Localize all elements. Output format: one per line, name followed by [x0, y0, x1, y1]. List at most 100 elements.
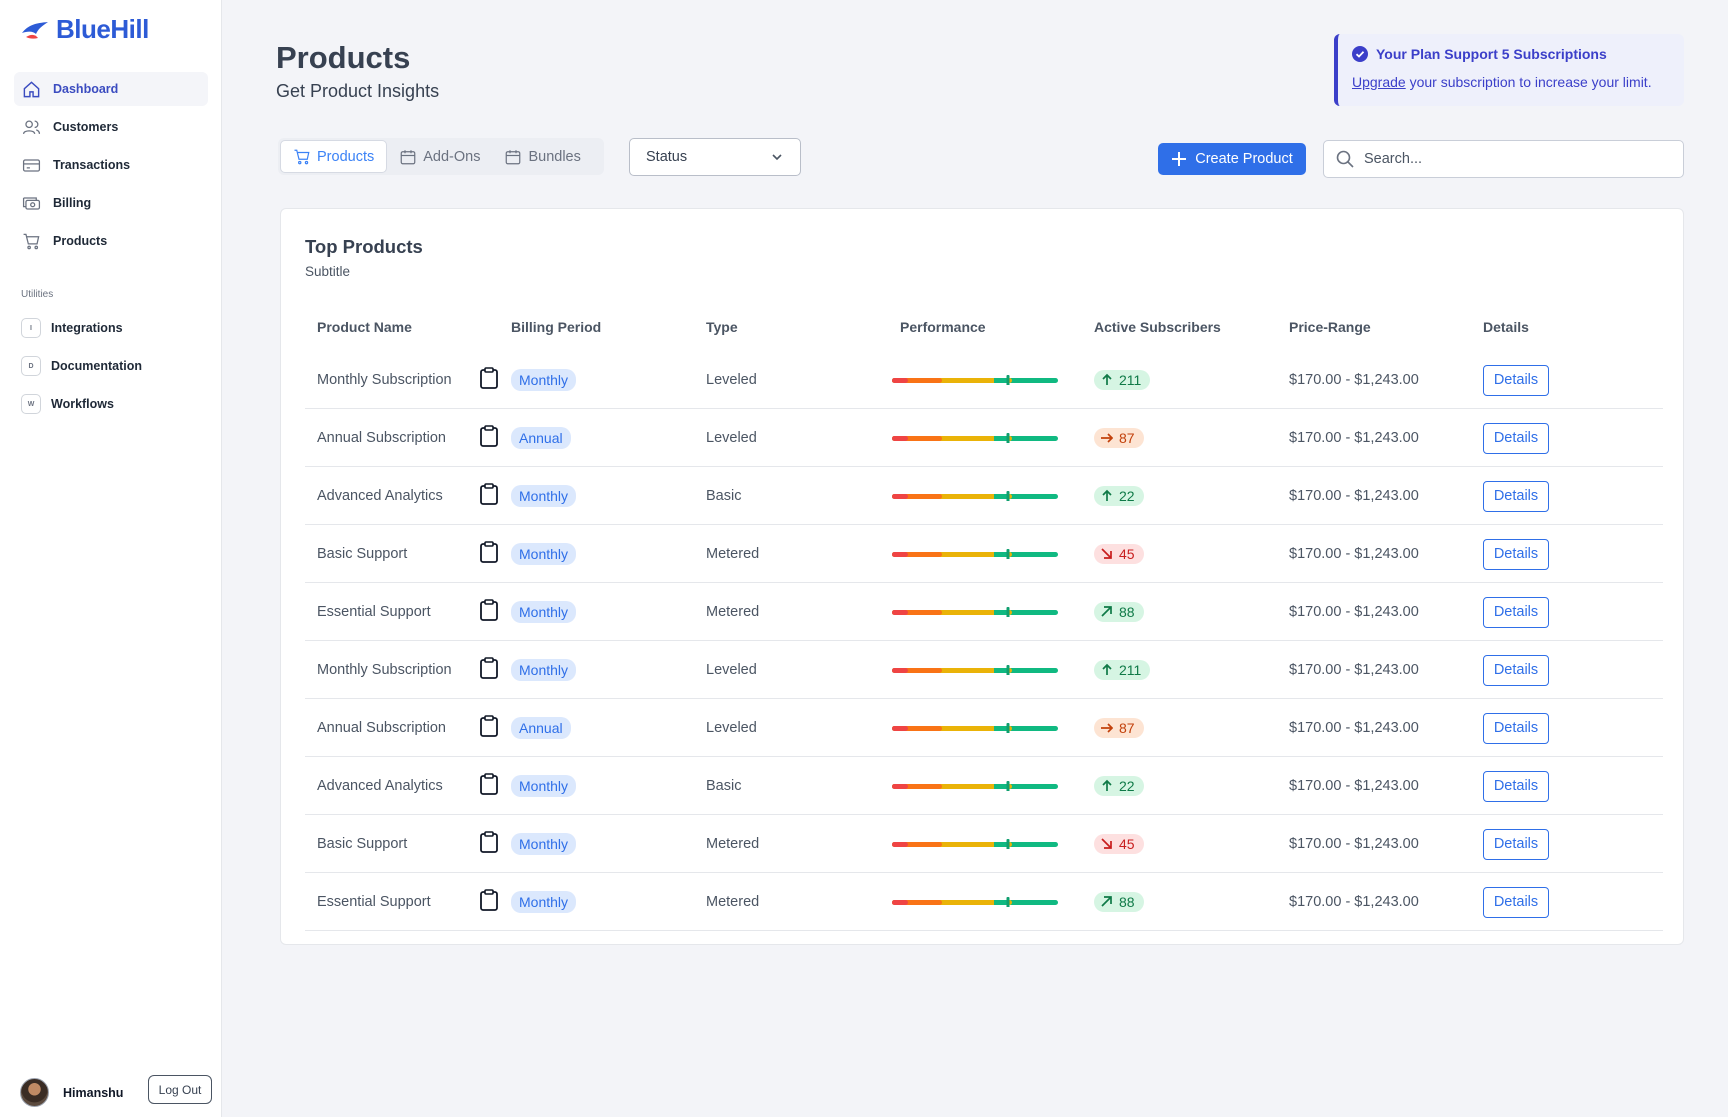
price-range-cell: $170.00 - $1,243.00	[1289, 546, 1419, 562]
subscribers-count: 45	[1119, 546, 1135, 562]
sidebar-item-workflows[interactable]: W Workflows	[14, 387, 208, 421]
subscribers-count: 87	[1119, 430, 1135, 446]
sidebar-item-transactions[interactable]: Transactions	[14, 148, 208, 182]
tab-add-ons[interactable]: Add-Ons	[387, 140, 492, 173]
billing-period-cell: Monthly	[511, 873, 577, 931]
details-button[interactable]: Details	[1483, 364, 1549, 396]
type-cell: Leveled	[706, 662, 757, 678]
page-subtitle: Get Product Insights	[276, 81, 440, 101]
details-cell: Details	[1483, 757, 1549, 815]
clipboard-icon[interactable]	[479, 599, 499, 621]
home-icon	[23, 80, 40, 97]
logout-button[interactable]: Log Out	[148, 1075, 212, 1104]
billing-period-badge: Monthly	[511, 601, 577, 623]
product-name: Annual Subscription	[317, 720, 446, 736]
subscribers-cell: 22	[1094, 757, 1144, 815]
user-profile[interactable]: Himanshu	[20, 1078, 123, 1107]
details-button[interactable]: Details	[1483, 480, 1549, 512]
sidebar-item-documentation[interactable]: D Documentation	[14, 349, 208, 383]
clipboard-icon[interactable]	[479, 715, 499, 737]
search-input[interactable]	[1364, 151, 1664, 167]
clipboard-icon[interactable]	[479, 425, 499, 447]
sidebar-item-integrations[interactable]: I Integrations	[14, 311, 208, 345]
sidebar-item-customers[interactable]: Customers	[14, 110, 208, 144]
product-name: Advanced Analytics	[317, 488, 443, 504]
details-button[interactable]: Details	[1483, 422, 1549, 454]
billing-period-cell: Monthly	[511, 757, 577, 815]
billing-period-cell: Annual	[511, 699, 571, 757]
tab-products[interactable]: Products	[280, 140, 388, 173]
details-button[interactable]: Details	[1483, 828, 1549, 860]
price-range-cell: $170.00 - $1,243.00	[1289, 604, 1419, 620]
status-select-value: Status	[646, 149, 688, 165]
details-button[interactable]: Details	[1483, 770, 1549, 802]
sidebar-item-dashboard[interactable]: Dashboard	[14, 72, 208, 106]
subscribers-count: 211	[1119, 372, 1142, 388]
tab-label: Add-Ons	[423, 148, 481, 165]
top-products-card: Top Products Subtitle Product Name Billi…	[280, 208, 1684, 945]
sidebar-item-billing[interactable]: Billing	[14, 186, 208, 220]
price-range-cell: $170.00 - $1,243.00	[1289, 430, 1419, 446]
table-row: Essential Support Monthly Metered 88 $17…	[305, 873, 1663, 931]
bird-logo-icon	[22, 21, 48, 39]
price-range-cell: $170.00 - $1,243.00	[1289, 778, 1419, 794]
clipboard-icon[interactable]	[479, 367, 499, 389]
brand-name: BlueHill	[56, 14, 149, 44]
upgrade-link[interactable]: Upgrade	[1352, 74, 1406, 90]
clipboard-icon[interactable]	[479, 657, 499, 679]
arrow-right-icon	[1101, 433, 1113, 443]
subscribers-cell: 45	[1094, 815, 1144, 873]
column-header: Price-Range	[1289, 319, 1371, 335]
performance-bar	[892, 491, 1058, 501]
type-cell: Metered	[706, 546, 760, 562]
type-cell: Metered	[706, 836, 760, 852]
status-select[interactable]: Status	[629, 138, 801, 176]
type-cell: Metered	[706, 604, 760, 620]
details-button[interactable]: Details	[1483, 596, 1549, 628]
price-range-cell: $170.00 - $1,243.00	[1289, 836, 1419, 852]
performance-bar	[892, 607, 1058, 617]
sidebar-item-products[interactable]: Products	[14, 224, 208, 258]
clipboard-icon[interactable]	[479, 773, 499, 795]
brand-logo[interactable]: BlueHill	[20, 14, 149, 45]
details-button[interactable]: Details	[1483, 538, 1549, 570]
details-button[interactable]: Details	[1483, 712, 1549, 744]
details-cell: Details	[1483, 351, 1549, 409]
clipboard-icon[interactable]	[479, 541, 499, 563]
price-range-cell: $170.00 - $1,243.00	[1289, 372, 1419, 388]
create-product-label: Create Product	[1195, 151, 1293, 167]
type-cell: Leveled	[706, 430, 757, 446]
billing-period-badge: Monthly	[511, 485, 577, 507]
subscribers-badge: 87	[1094, 428, 1144, 448]
table-header: Product Name Billing Period Type Perform…	[305, 319, 1663, 351]
create-product-button[interactable]: Create Product	[1158, 143, 1306, 175]
table-row: Basic Support Monthly Metered 45 $170.00…	[305, 525, 1663, 583]
clipboard-icon[interactable]	[479, 889, 499, 911]
billing-period-cell: Monthly	[511, 583, 577, 641]
sidebar-item-label: Integrations	[51, 321, 123, 335]
details-cell: Details	[1483, 583, 1549, 641]
column-header: Product Name	[317, 319, 412, 335]
chevron-down-icon	[772, 154, 782, 161]
clipboard-icon[interactable]	[479, 831, 499, 853]
billing-period-badge: Monthly	[511, 833, 577, 855]
subscribers-cell: 88	[1094, 873, 1144, 931]
subscribers-badge: 88	[1094, 892, 1144, 912]
details-button[interactable]: Details	[1483, 654, 1549, 686]
sidebar-item-label: Documentation	[51, 359, 142, 373]
clipboard-icon[interactable]	[479, 483, 499, 505]
performance-bar	[892, 839, 1058, 849]
product-name: Monthly Subscription	[317, 662, 452, 678]
price-range-cell: $170.00 - $1,243.00	[1289, 894, 1419, 910]
subscribers-badge: 87	[1094, 718, 1144, 738]
subscribers-count: 45	[1119, 836, 1135, 852]
tab-bundles[interactable]: Bundles	[492, 140, 592, 173]
card-icon	[22, 158, 41, 172]
details-button[interactable]: Details	[1483, 886, 1549, 918]
column-header: Billing Period	[511, 319, 602, 335]
page-title: Products	[276, 40, 411, 75]
arrow-up-icon	[1102, 489, 1112, 501]
subscribers-count: 211	[1119, 662, 1142, 678]
type-cell: Metered	[706, 894, 760, 910]
product-name: Basic Support	[317, 836, 408, 852]
